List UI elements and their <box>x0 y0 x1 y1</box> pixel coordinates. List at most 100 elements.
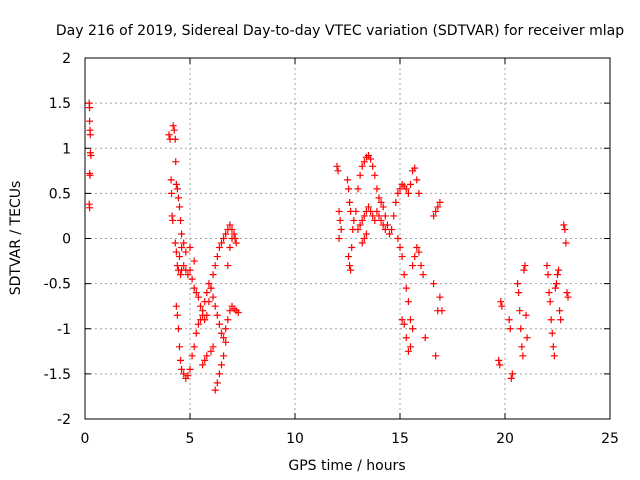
data-point <box>213 379 221 387</box>
data-point <box>180 262 188 270</box>
data-point <box>407 343 414 351</box>
data-point <box>173 262 181 270</box>
data-point <box>507 374 515 382</box>
data-point <box>402 284 410 292</box>
data-point <box>190 343 198 351</box>
data-point <box>411 253 419 261</box>
data-point <box>436 293 444 301</box>
data-point <box>226 307 234 315</box>
data-point <box>177 216 185 224</box>
data-point <box>209 293 217 301</box>
data-point <box>86 204 94 212</box>
data-point <box>184 271 192 279</box>
data-point <box>404 347 412 355</box>
x-axis-title: GPS time / hours <box>288 458 405 474</box>
data-point <box>197 316 204 324</box>
data-point <box>396 244 404 252</box>
data-point <box>344 176 351 184</box>
data-point <box>173 311 181 319</box>
data-point <box>199 307 207 315</box>
data-point <box>419 271 427 279</box>
data-point <box>234 309 242 317</box>
data-point <box>563 289 571 297</box>
data-point <box>549 343 557 351</box>
data-point <box>390 212 398 220</box>
data-point <box>182 248 190 256</box>
data-point <box>224 262 232 270</box>
data-point <box>192 289 200 297</box>
data-point <box>347 266 355 274</box>
data-point <box>545 289 553 297</box>
data-point <box>346 198 354 206</box>
data-point <box>409 262 417 270</box>
data-point <box>516 307 524 315</box>
data-point <box>508 370 516 378</box>
data-point <box>194 293 202 301</box>
y-tick-label: 1.5 <box>49 96 71 112</box>
data-point <box>386 230 393 238</box>
data-point <box>186 244 194 252</box>
data-point <box>86 104 94 112</box>
x-tick-label: 20 <box>496 431 514 447</box>
data-point <box>226 221 234 229</box>
data-point <box>168 189 176 197</box>
y-tick-label: 2 <box>62 51 71 67</box>
data-point <box>346 262 354 270</box>
data-point <box>394 235 402 242</box>
data-point <box>173 185 181 193</box>
data-point <box>373 185 381 193</box>
data-point <box>557 316 565 324</box>
data-point <box>178 230 186 238</box>
data-point <box>197 302 204 310</box>
data-point <box>86 117 94 125</box>
data-point <box>171 135 179 143</box>
data-point <box>165 131 173 139</box>
data-point <box>379 203 387 211</box>
data-point <box>228 235 236 242</box>
x-tick-label: 10 <box>286 431 304 447</box>
data-point <box>367 207 375 215</box>
data-point <box>411 164 419 172</box>
data-point <box>365 203 372 211</box>
data-point <box>564 293 572 301</box>
data-point <box>497 298 505 306</box>
y-tick-label: -0.5 <box>44 277 71 293</box>
data-point <box>417 262 425 270</box>
data-point <box>495 356 503 364</box>
data-point <box>362 230 370 238</box>
data-point <box>432 352 440 360</box>
data-point <box>177 271 185 279</box>
data-point <box>438 307 446 315</box>
data-point <box>358 239 366 247</box>
data-point <box>520 266 528 274</box>
data-point <box>224 316 232 324</box>
y-tick-label: -1.5 <box>44 367 71 383</box>
data-point <box>413 176 421 184</box>
data-point <box>220 334 228 342</box>
data-point <box>335 235 343 242</box>
data-point <box>222 338 230 346</box>
data-point <box>190 257 198 265</box>
data-point <box>544 271 552 279</box>
data-point <box>207 284 215 292</box>
plot-area <box>84 57 611 420</box>
data-point <box>334 167 342 175</box>
data-point <box>358 216 366 224</box>
data-point <box>496 361 504 369</box>
data-point <box>400 320 408 328</box>
x-tick-label: 25 <box>601 431 619 447</box>
x-tick-label: 5 <box>186 431 195 447</box>
x-tick-label: 0 <box>81 431 90 447</box>
data-point <box>218 329 225 337</box>
data-point <box>561 225 569 233</box>
data-point <box>356 171 364 179</box>
data-point <box>348 244 356 252</box>
data-point <box>352 207 360 215</box>
data-point <box>172 302 180 310</box>
chart-title: Day 216 of 2019, Sidereal Day-to-day VTE… <box>56 23 624 39</box>
data-point <box>377 198 385 206</box>
data-point <box>215 320 223 328</box>
data-point <box>388 225 396 233</box>
data-point <box>518 343 526 351</box>
